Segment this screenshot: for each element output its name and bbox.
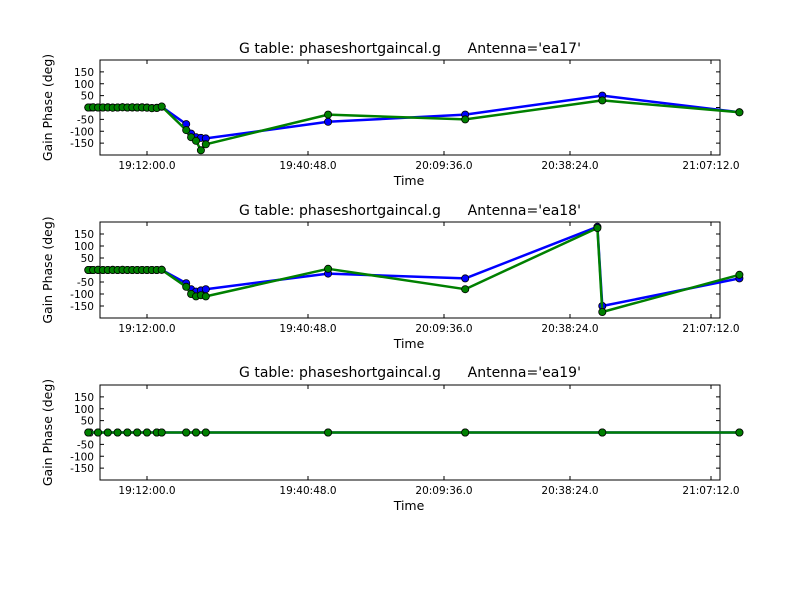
x-tick-label: 20:38:24.0 [541,323,598,335]
y-tick-label: 100 [74,241,94,253]
y-axis-label: Gain Phase (deg) [40,216,55,323]
y-tick-label: 100 [74,404,94,416]
x-tick-label: 20:09:36.0 [415,160,472,172]
y-tick-label: -100 [70,451,94,463]
axes-frame [99,221,721,319]
y-tick-label: 100 [74,79,94,91]
data-point [157,428,166,437]
data-point [461,285,470,294]
data-point [735,108,744,117]
y-tick-label: 50 [81,253,94,265]
y-tick-label: 50 [81,91,94,103]
data-point [182,126,191,135]
x-axis-label: Time [393,336,425,351]
x-tick-label: 19:40:48.0 [279,485,336,497]
data-point [103,428,112,437]
series-green [84,223,744,316]
data-point [191,136,200,145]
series-line [88,226,740,314]
x-tick-label: 19:12:00.0 [118,160,175,172]
y-tick-label: 50 [81,416,94,428]
x-axis-label: Time [393,498,425,513]
data-point [201,285,210,294]
x-tick-label: 20:38:24.0 [541,485,598,497]
data-point [324,110,333,119]
data-point [598,428,607,437]
y-tick-label: -50 [77,277,94,289]
data-point [598,307,607,316]
series-blue [84,222,744,310]
y-axis-label: Gain Phase (deg) [40,54,55,161]
y-tick-label: -100 [70,289,94,301]
data-point [94,428,103,437]
x-tick-label: 20:09:36.0 [415,323,472,335]
data-point [182,282,191,291]
data-point [461,428,470,437]
data-point [324,264,333,273]
subplot-1: G table: phaseshortgaincal.g Antenna='ea… [40,41,744,188]
data-point [157,102,166,111]
y-tick-label: -50 [77,439,94,451]
x-tick-label: 19:40:48.0 [279,323,336,335]
data-point [157,265,166,274]
y-tick-label: -150 [70,138,94,150]
x-tick-label: 20:38:24.0 [541,160,598,172]
subplot-3: G table: phaseshortgaincal.g Antenna='ea… [40,365,744,513]
data-point [133,428,142,437]
y-tick-label: -50 [77,114,94,126]
x-tick-label: 21:07:12.0 [682,160,739,172]
data-point [201,428,210,437]
y-tick-label: -150 [70,301,94,313]
data-point [142,428,151,437]
chart-title: G table: phaseshortgaincal.g Antenna='ea… [239,203,581,219]
data-point [123,428,132,437]
data-point [324,428,333,437]
x-tick-label: 19:12:00.0 [118,485,175,497]
x-tick-label: 20:09:36.0 [415,485,472,497]
data-point [201,292,210,301]
chart-title: G table: phaseshortgaincal.g Antenna='ea… [239,41,581,57]
x-tick-label: 21:07:12.0 [682,323,739,335]
data-point [196,146,205,155]
chart-title: G table: phaseshortgaincal.g Antenna='ea… [239,365,581,381]
x-tick-label: 21:07:12.0 [682,485,739,497]
y-tick-label: -100 [70,126,94,138]
y-tick-label: 150 [74,229,94,241]
data-point [324,117,333,126]
data-point [593,223,602,232]
y-tick-label: 150 [74,67,94,79]
x-tick-label: 19:12:00.0 [118,323,175,335]
data-point [461,115,470,124]
data-point [735,270,744,279]
data-point [191,428,200,437]
y-tick-label: -150 [70,463,94,475]
data-point [201,140,210,149]
data-point [598,96,607,105]
data-point [182,428,191,437]
data-point [735,428,744,437]
y-axis-label: Gain Phase (deg) [40,379,55,486]
data-point [113,428,122,437]
series-line [88,225,740,308]
subplot-2: G table: phaseshortgaincal.g Antenna='ea… [40,203,744,351]
data-point [461,274,470,283]
x-tick-label: 19:40:48.0 [279,160,336,172]
data-point [84,428,93,437]
y-tick-label: 150 [74,392,94,404]
series-green [84,96,744,155]
x-axis-label: Time [393,173,425,188]
series-green [84,428,744,437]
